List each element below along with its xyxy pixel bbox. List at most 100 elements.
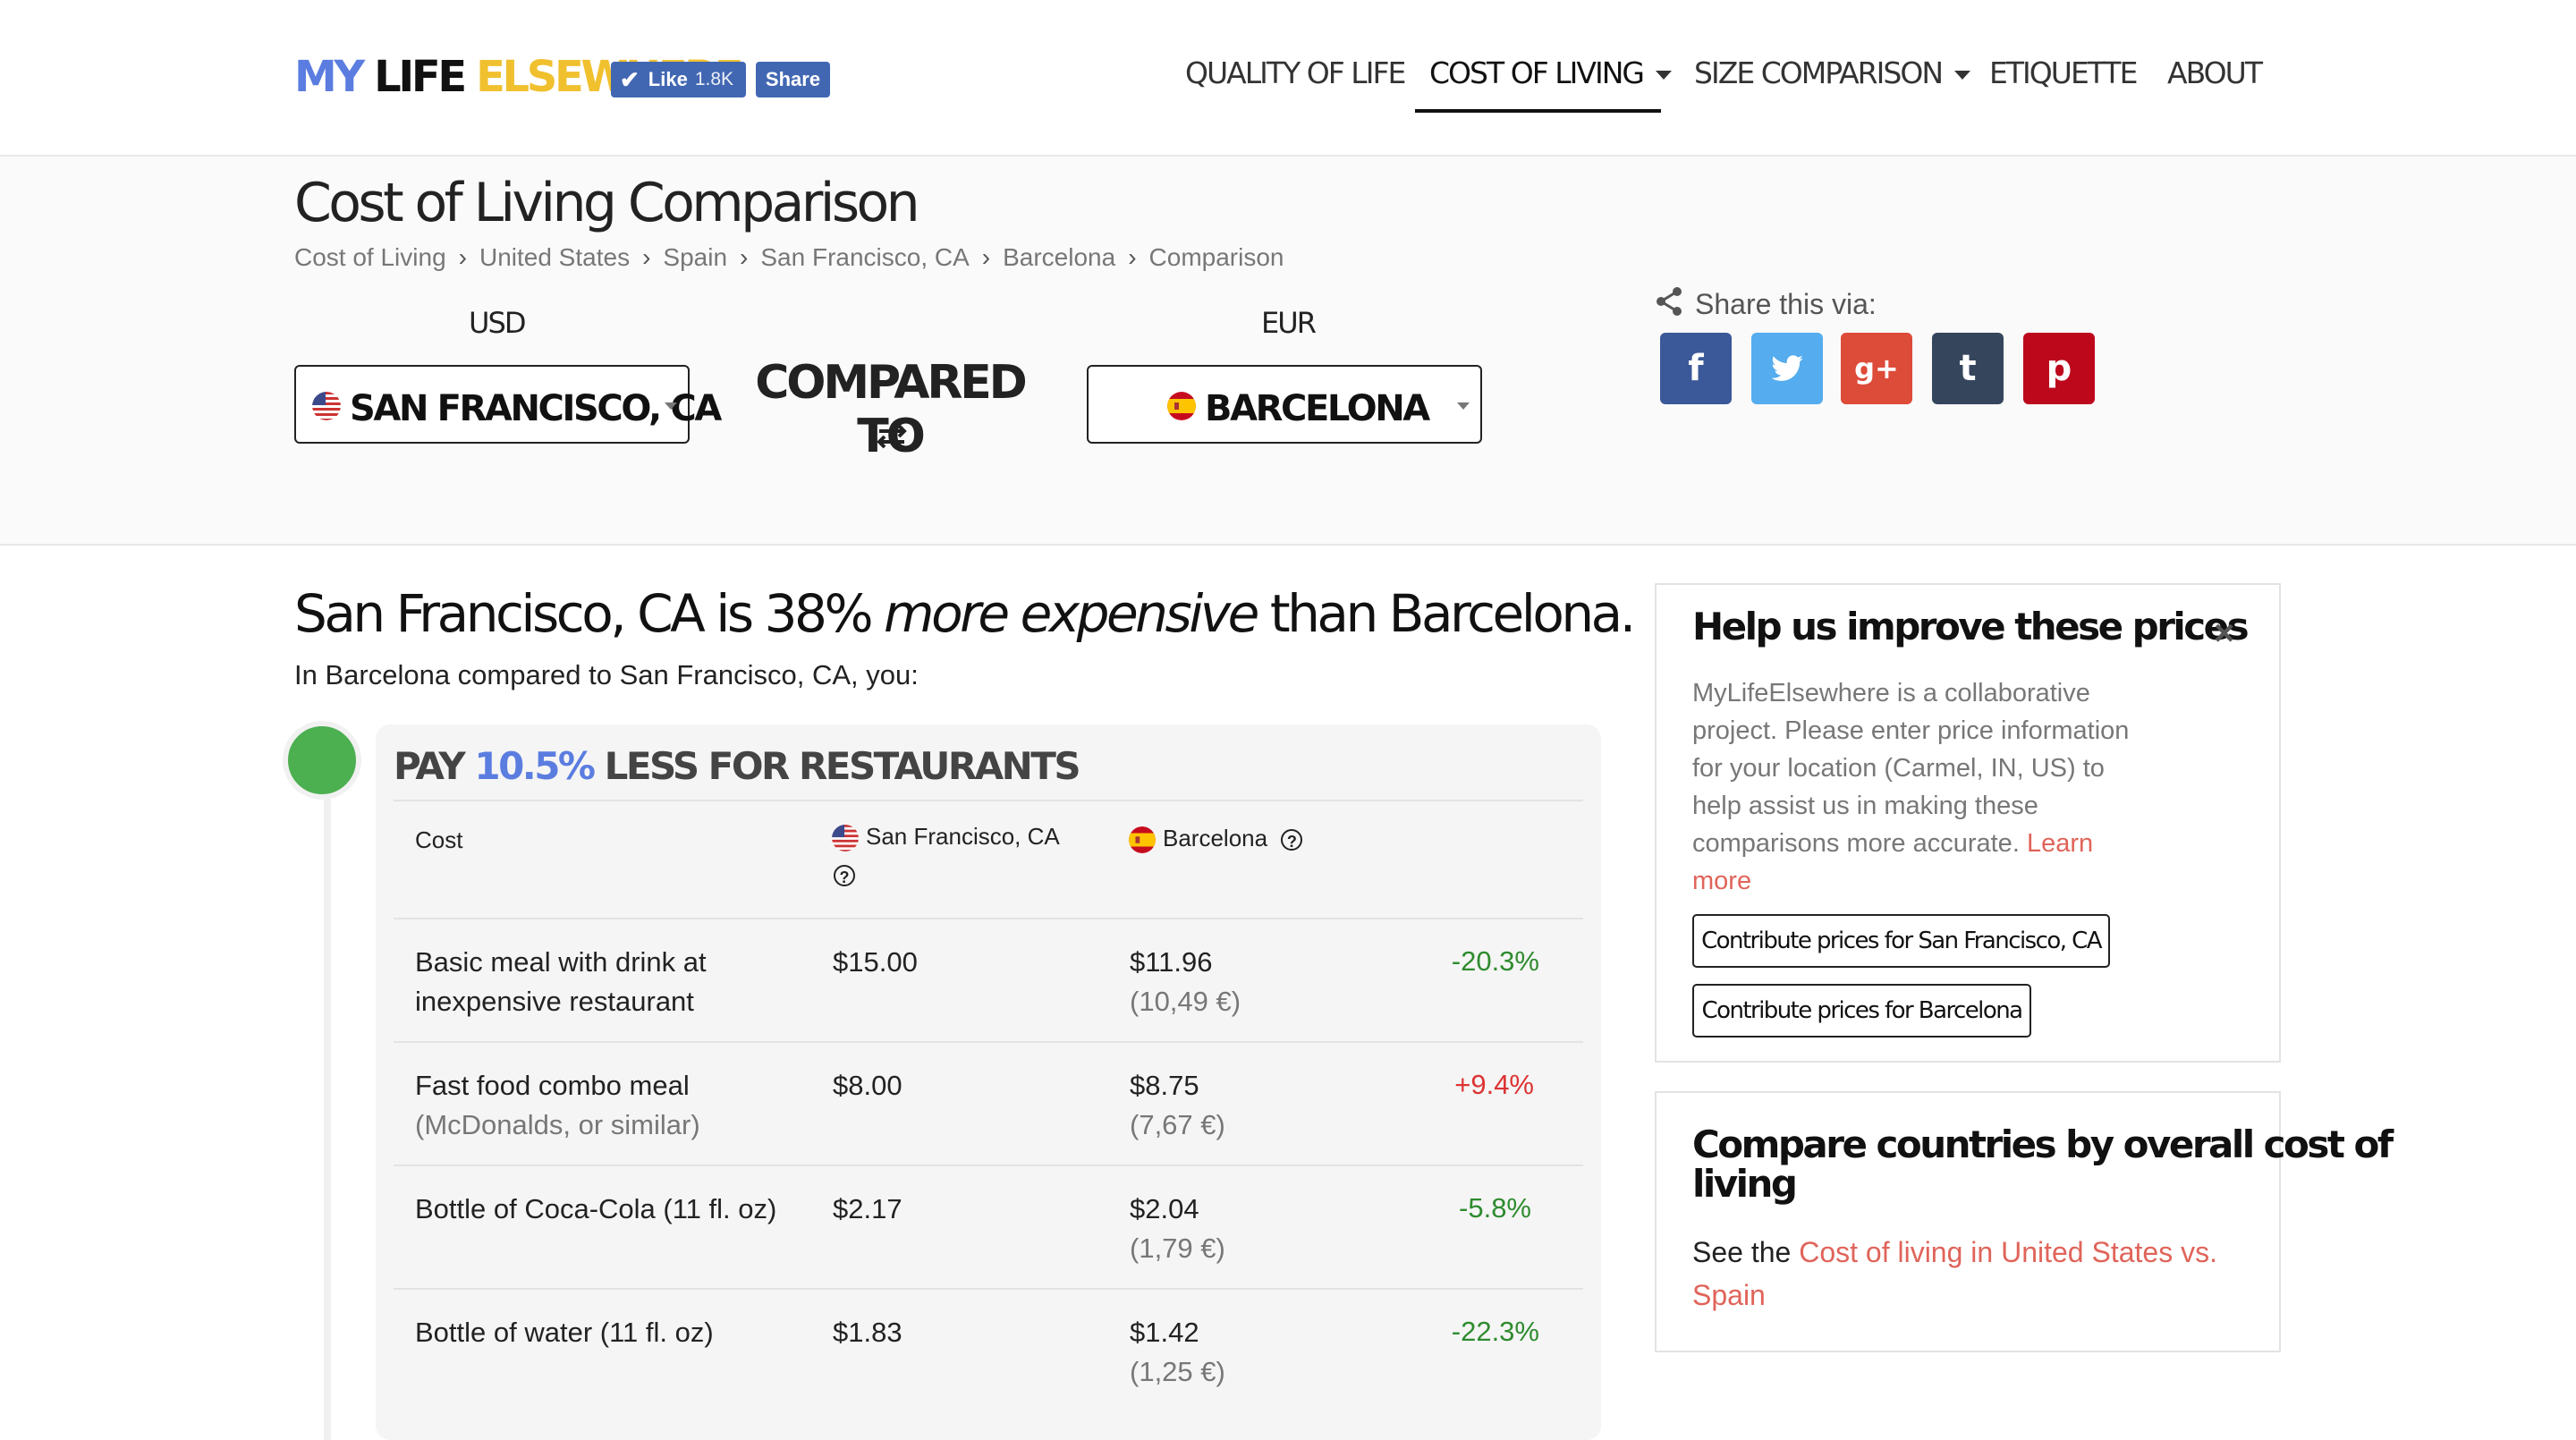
learn-more-link-cont[interactable]: more [1692,867,1752,895]
facebook-glyph: f [1688,348,1704,389]
improve-prices-text: MyLifeElsewhere is a collaborative proje… [1692,674,2229,900]
compare-countries-text: See the Cost of living in United States … [1692,1231,2217,1317]
row-diff: -20.3% [1451,945,1539,977]
text-line: help assist us in making these [1692,792,2038,820]
row-diff: -5.8% [1459,1192,1531,1224]
tumblr-share-icon[interactable]: t [1932,333,2004,404]
row-value-a: $8.00 [833,1070,902,1101]
compare-countries-title: Compare countries by overall cost of liv… [1692,1122,2394,1204]
title-pre: PAY [394,744,475,788]
headline-emphasis: more expensive [884,583,1259,644]
nav-label: ABOUT [2167,55,2263,90]
value-eur: (1,25 €) [1130,1356,1225,1387]
timeline-line [324,760,331,1440]
google-plus-share-icon[interactable]: g+ [1841,333,1912,404]
share-icon [1657,287,1682,316]
divider [394,800,1583,801]
breadcrumb-san-francisco[interactable]: San Francisco, CA [760,243,970,271]
learn-more-link[interactable]: Learn [2026,829,2094,858]
title-post: LESS FOR RESTAURANTS [593,744,1081,788]
breadcrumb-sep: › [458,243,467,271]
title-line: Compare countries by overall cost of [1692,1122,2394,1166]
text-line: MyLifeElsewhere is a collaborative [1692,679,2090,707]
help-icon[interactable]: ? [1281,829,1303,851]
breadcrumb-comparison: Comparison [1148,243,1284,271]
comparison-subline: In Barcelona compared to San Francisco, … [294,659,919,690]
site-header: MY LIFE ELSEWHERE ✔ Like 1.8K Share QUAL… [0,0,2576,157]
logo-part-my: MY [294,52,365,102]
left-city-name: SAN FRANCISCO, CA [350,388,722,429]
divider [394,1288,1583,1290]
facebook-share-icon[interactable]: f [1660,333,1732,404]
breadcrumb: Cost of Living › United States › Spain › San F… [294,243,1284,272]
nav-label: SIZE COMPARISON [1694,55,1944,90]
left-city-select[interactable]: SAN FRANCISCO, CA [294,365,722,444]
us-flag-icon [312,392,341,420]
item-line2: (McDonalds, or similar) [415,1109,700,1140]
nav-cost-of-living[interactable]: COST OF LIVING [1429,55,1673,90]
nav-about[interactable]: ABOUT [2167,55,2263,90]
dropdown-arrow-icon [1457,402,1470,410]
nav-quality-of-life[interactable]: QUALITY OF LIFE [1185,55,1406,90]
breadcrumb-cost-of-living[interactable]: Cost of Living [294,243,446,271]
us-flag-icon [832,825,859,852]
row-value-b: $2.04 (1,79 €) [1130,1190,1225,1268]
breadcrumb-sep: › [642,243,651,271]
question-mark: ? [834,865,855,887]
nav-size-comparison[interactable]: SIZE COMPARISON [1694,55,1971,90]
nav-etiquette[interactable]: ETIQUETTE [1989,55,2138,90]
headline-text: San Francisco, CA is 38% [294,583,885,644]
value-usd: $1.42 [1130,1317,1199,1348]
col-header-label: San Francisco, CA [866,823,1060,850]
divider [394,1165,1583,1166]
left-currency-label: USD [469,306,527,340]
facebook-like-button[interactable]: ✔ Like 1.8K [611,62,746,97]
twitter-share-icon[interactable] [1751,333,1823,404]
breadcrumb-barcelona[interactable]: Barcelona [1003,243,1116,271]
row-value-a: $1.83 [833,1317,902,1348]
facebook-share-button[interactable]: Share [756,62,830,97]
row-value-b: $8.75 (7,67 €) [1130,1066,1225,1145]
restaurants-card-title: PAY 10.5% LESS FOR RESTAURANTS [394,744,1081,788]
col-header-barcelona: Barcelona ? [1129,825,1303,854]
google-plus-glyph: g+ [1854,352,1899,385]
col-header-label: Barcelona [1163,825,1268,851]
spain-flag-icon [1129,826,1156,854]
cost-of-living-link-cont[interactable]: Spain [1692,1279,1766,1311]
spain-flag-icon [1167,392,1196,420]
right-city-name: BARCELONA [1205,388,1430,429]
pinterest-glyph: p [2046,348,2072,389]
page-title: Cost of Living Comparison [294,172,920,234]
breadcrumb-united-states[interactable]: United States [479,243,631,271]
contribute-san-francisco-button[interactable]: Contribute prices for San Francisco, CA [1692,914,2110,968]
twitter-bird-icon [1771,355,1803,381]
comparison-headline: San Francisco, CA is 38% more expensive … [294,583,1636,644]
text-line: project. Please enter price information [1692,716,2130,745]
row-item: Bottle of Coca-Cola (11 fl. oz) [415,1193,777,1224]
breadcrumb-spain[interactable]: Spain [663,243,728,271]
nav-label: QUALITY OF LIFE [1185,55,1406,90]
tumblr-glyph: t [1959,348,1977,389]
right-city-select[interactable]: BARCELONA [1087,365,1482,444]
text-line: comparisons more accurate. [1692,829,2027,858]
value-usd: $8.75 [1130,1070,1199,1101]
swap-arrows-icon[interactable] [874,420,910,451]
close-icon[interactable]: × [2214,614,2235,653]
compare-countries-box [1655,1091,2281,1352]
value-eur: (1,79 €) [1130,1232,1225,1264]
value-eur: (7,67 €) [1130,1109,1225,1140]
text-pre: See the [1692,1236,1800,1268]
row-value-b: $1.42 (1,25 €) [1130,1313,1225,1392]
divider [394,1041,1583,1043]
restaurants-card [376,724,1601,1440]
logo-part-life: LIFE [374,52,467,102]
cost-of-living-link[interactable]: Cost of living in United States vs. [1799,1236,2217,1268]
improve-prices-box [1655,583,2281,1063]
breadcrumb-sep: › [740,243,749,271]
breadcrumb-sep: › [1128,243,1137,271]
help-icon[interactable]: ? [834,860,855,888]
pinterest-share-icon[interactable]: p [2023,333,2095,404]
contribute-barcelona-button[interactable]: Contribute prices for Barcelona [1692,984,2031,1038]
row-value-a: $15.00 [833,946,918,978]
compared-to-label: COMPARED TO [755,356,1028,463]
